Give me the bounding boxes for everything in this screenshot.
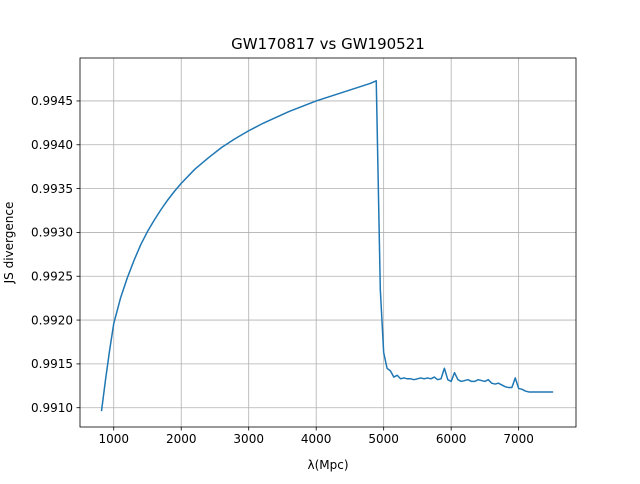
y-tick-label: 0.9935 (31, 182, 73, 196)
y-tick-label: 0.9945 (31, 94, 73, 108)
y-tick-label: 0.9930 (31, 226, 73, 240)
x-tick-label: 2000 (166, 432, 197, 446)
x-axis: 1000 2000 3000 4000 5000 6000 7000 (98, 427, 534, 446)
x-tick-label: 6000 (436, 432, 467, 446)
y-tick-label: 0.9925 (31, 270, 73, 284)
x-tick-label: 5000 (368, 432, 399, 446)
x-axis-label: λ(Mpc) (307, 458, 348, 472)
series-line (100, 80, 554, 412)
x-tick-label: 1000 (98, 432, 129, 446)
y-tick-label: 0.9910 (31, 401, 73, 415)
chart-title: GW170817 vs GW190521 (231, 35, 425, 53)
plot-series (100, 80, 554, 412)
grid (80, 58, 576, 427)
y-tick-label: 0.9915 (31, 357, 73, 371)
x-tick-label: 3000 (233, 432, 264, 446)
x-tick-label: 7000 (503, 432, 534, 446)
plot-frame (79, 57, 577, 428)
x-tick-label: 4000 (301, 432, 332, 446)
y-tick-label: 0.9920 (31, 313, 73, 327)
y-tick-label: 0.9940 (31, 138, 73, 152)
y-axis-label: JS divergence (2, 202, 16, 285)
y-axis: 0.9910 0.9915 0.9920 0.9925 0.9930 0.9935 0.99… (31, 94, 80, 415)
